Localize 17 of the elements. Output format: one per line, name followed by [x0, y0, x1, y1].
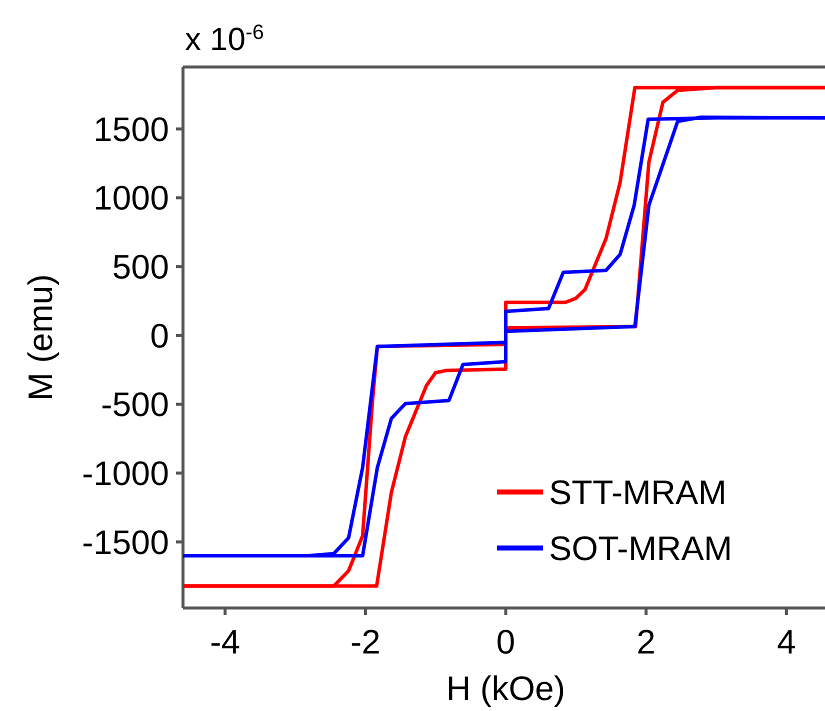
legend-label: SOT-MRAM	[549, 530, 732, 568]
x-tick-label: -4	[210, 624, 240, 662]
x-tick-label: 4	[776, 624, 796, 662]
x-tick-label: -2	[350, 624, 381, 662]
y-tick-label: 1000	[93, 180, 169, 218]
x-tick-label: 2	[636, 624, 656, 662]
y-tick-label: -1500	[82, 524, 169, 562]
y-tick-label: -500	[100, 386, 169, 424]
x-tick-label: 0	[496, 624, 516, 662]
y-tick-label: 0	[150, 317, 169, 356]
y-axis-title: M (emu)	[22, 274, 60, 401]
y-tick-label: -1000	[82, 454, 169, 493]
legend-label: STT-MRAM	[549, 474, 727, 512]
y-tick-label: 500	[112, 248, 169, 287]
x-axis-title: H (kOe)	[446, 670, 566, 708]
y-tick-label: 1500	[93, 110, 169, 149]
text: x 10$^{-6}$	[185, 20, 264, 57]
